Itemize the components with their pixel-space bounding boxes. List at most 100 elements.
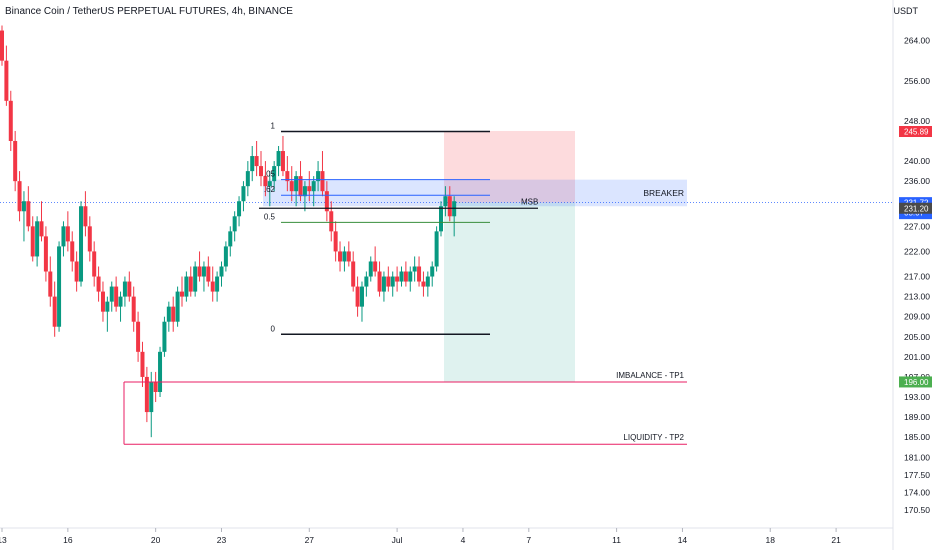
fib-level-label: 0.5	[264, 212, 276, 221]
stop-loss-zone[interactable]	[444, 130, 575, 203]
candle-body	[381, 276, 386, 292]
price-tick-label: 236.00	[904, 176, 930, 186]
candle	[144, 366, 149, 423]
candle-body	[359, 286, 364, 307]
candle	[153, 371, 158, 403]
candle	[447, 186, 452, 222]
candle	[17, 171, 22, 222]
candle-body	[351, 261, 356, 287]
candle-body	[254, 156, 259, 167]
candle	[52, 281, 57, 337]
candle	[13, 130, 18, 192]
price-tick-label: 193.00	[904, 392, 930, 402]
candle	[100, 281, 105, 322]
price-tick-label: 264.00	[904, 36, 930, 46]
breaker-label: BREAKER	[643, 188, 684, 198]
candle-body	[439, 206, 443, 232]
candle	[35, 216, 40, 267]
msb-label: MSB	[521, 197, 538, 206]
candle-body	[193, 266, 198, 292]
candle-body	[122, 281, 127, 297]
price-label-box	[899, 376, 932, 388]
candle	[443, 186, 448, 217]
candle-body	[232, 216, 237, 232]
candle	[280, 135, 285, 177]
candle-body	[96, 276, 101, 292]
candle-body	[149, 381, 154, 413]
breaker-zone[interactable]	[263, 179, 687, 207]
candle	[74, 251, 79, 292]
time-tick-label: 13	[0, 535, 7, 545]
candle-body	[92, 251, 97, 277]
take-profit-zone[interactable]	[444, 202, 575, 382]
candle	[359, 281, 364, 322]
drawing-overlays[interactable]: 1 .05 .62 0.5 0 MSB IMBALANCE - TP1 LIQUIDITY -…	[123, 122, 687, 445]
chart-title: Binance Coin / TetherUS PERPETUAL FUTURE…	[5, 6, 293, 17]
candle	[215, 271, 220, 302]
candle	[434, 226, 439, 272]
candle-body	[443, 196, 448, 207]
target-level-label: IMBALANCE - TP1	[616, 371, 684, 380]
candle-body	[228, 231, 233, 247]
candle-body	[61, 226, 66, 247]
candle	[373, 246, 378, 277]
candle-body	[263, 176, 268, 187]
candle	[171, 296, 176, 332]
candle	[395, 266, 400, 292]
candle	[166, 301, 171, 332]
candle	[162, 316, 167, 357]
candle	[140, 341, 145, 387]
candle-body	[109, 286, 114, 302]
price-tick-label: 174.00	[904, 487, 930, 497]
currency-label: USDT	[893, 6, 919, 16]
time-tick-label: 20	[151, 535, 161, 545]
candle	[254, 140, 259, 177]
time-tick-label: 7	[526, 535, 531, 545]
price-axis[interactable]: 264.00256.00248.00240.00236.00231.00227.…	[904, 36, 930, 515]
candle	[417, 256, 422, 287]
time-axis[interactable]: 13 16 20 23 27 Jul 4 7 11 14 18 21	[0, 528, 841, 545]
risk-reward-zones[interactable]: BREAKER	[0, 130, 893, 382]
candle-body	[425, 276, 430, 287]
candle-body	[8, 100, 13, 141]
candle-body	[171, 306, 176, 322]
candle-body	[87, 226, 92, 252]
candle-body	[412, 266, 417, 272]
candle	[48, 256, 53, 307]
candle	[285, 156, 290, 192]
candle-body	[311, 181, 316, 192]
candle	[390, 271, 395, 297]
candle	[228, 226, 233, 257]
candle-body	[324, 191, 329, 212]
candle	[127, 271, 132, 302]
time-tick-label: Jul	[392, 535, 403, 545]
candle	[439, 201, 443, 237]
candle	[316, 161, 321, 192]
candle-body	[368, 261, 373, 277]
time-tick-label: 11	[612, 535, 621, 545]
candle-body	[377, 271, 382, 292]
candle	[118, 291, 123, 322]
price-tick-label: 227.00	[904, 221, 930, 231]
candle	[276, 146, 281, 177]
candle-body	[140, 351, 145, 377]
price-tick-label: 201.00	[904, 352, 930, 362]
candle-body	[267, 181, 272, 187]
time-tick-label: 21	[831, 535, 841, 545]
candle	[184, 271, 189, 302]
candle-body	[241, 186, 246, 202]
candle	[355, 276, 360, 317]
candle	[0, 25, 4, 66]
candle-body	[272, 166, 277, 182]
candle-body	[70, 241, 75, 262]
candle-body	[100, 291, 105, 312]
time-tick-label: 14	[678, 535, 688, 545]
fib-level-label: 1	[271, 122, 276, 131]
candle-body	[131, 296, 136, 322]
candle-body	[83, 206, 88, 227]
time-tick-label: 18	[766, 535, 776, 545]
candle-body	[39, 221, 44, 237]
candle-body	[237, 201, 242, 217]
candle-body	[395, 276, 400, 282]
